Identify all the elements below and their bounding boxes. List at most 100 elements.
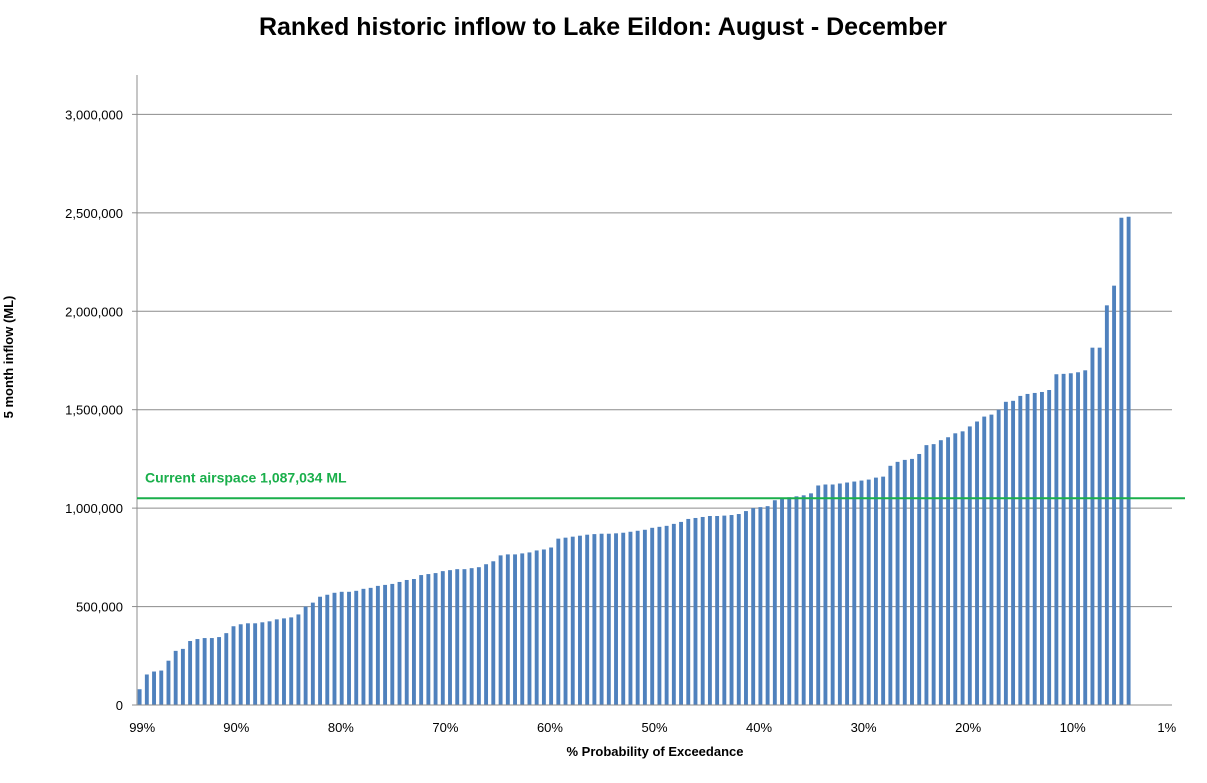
- bar: [1032, 392, 1037, 705]
- bar: [801, 495, 806, 705]
- y-tick-label: 3,000,000: [65, 107, 123, 122]
- bar: [462, 569, 467, 705]
- bar: [578, 535, 582, 705]
- bar: [1097, 347, 1102, 705]
- bar: [1083, 370, 1088, 705]
- bar: [390, 583, 395, 705]
- y-tick-label: 500,000: [76, 600, 123, 615]
- bar: [361, 588, 366, 705]
- bar: [989, 414, 994, 705]
- x-tick-label: 80%: [328, 720, 354, 735]
- bar: [404, 579, 409, 705]
- bar: [1076, 372, 1080, 705]
- bar: [902, 459, 907, 705]
- bar: [411, 579, 416, 705]
- bar: [787, 497, 792, 705]
- bar: [866, 479, 871, 705]
- x-tick-label: 40%: [746, 720, 772, 735]
- bar: [1068, 373, 1073, 705]
- bar: [650, 527, 655, 705]
- bar: [180, 648, 185, 705]
- bar: [476, 567, 481, 705]
- bar: [751, 508, 756, 706]
- bar: [433, 573, 438, 705]
- y-axis-title: 5 month inflow (ML): [1, 296, 16, 419]
- bar: [549, 547, 554, 705]
- bar: [563, 537, 568, 705]
- bar: [758, 507, 763, 705]
- bar: [166, 660, 171, 705]
- bar: [823, 484, 828, 705]
- x-tick-label: 1%: [1157, 720, 1176, 735]
- bar: [253, 623, 258, 705]
- bar: [1018, 395, 1023, 705]
- bar: [599, 533, 604, 705]
- x-tick-label: 99%: [129, 720, 155, 735]
- x-tick-label: 60%: [537, 720, 563, 735]
- x-tick-label: 70%: [432, 720, 458, 735]
- bar: [895, 461, 900, 705]
- bar: [931, 444, 936, 705]
- bar: [505, 554, 510, 705]
- x-tick-label: 20%: [955, 720, 981, 735]
- bar: [469, 568, 474, 705]
- bar: [296, 614, 301, 705]
- bar: [859, 480, 864, 705]
- bar: [845, 482, 850, 705]
- bar: [592, 534, 597, 705]
- bar: [1112, 285, 1117, 705]
- bar: [852, 481, 857, 705]
- reference-line-group: Current airspace 1,087,034 ML: [137, 469, 1185, 500]
- bar: [217, 637, 222, 705]
- bar: [332, 592, 337, 705]
- x-axis-title: % Probability of Exceedance: [566, 744, 743, 759]
- bar: [744, 511, 748, 705]
- bar: [975, 421, 979, 705]
- bar: [282, 618, 286, 706]
- bar: [606, 533, 611, 705]
- bar: [621, 532, 626, 705]
- bar: [556, 538, 561, 705]
- bar: [520, 553, 525, 705]
- bar: [325, 594, 330, 705]
- bar: [693, 517, 698, 705]
- bar: [938, 440, 943, 705]
- axes: 0 500,000 1,000,000 1,500,000 2,000,000 2,500…: [65, 75, 1177, 735]
- bar: [780, 498, 784, 705]
- bar: [347, 591, 351, 705]
- bar: [1003, 401, 1008, 705]
- bar: [960, 431, 965, 705]
- chart-title: Ranked historic inflow to Lake Eildon: A…: [259, 13, 947, 41]
- bar: [996, 409, 1001, 705]
- bar: [715, 516, 720, 705]
- bar: [946, 437, 951, 705]
- bar: [888, 465, 893, 705]
- bar: [260, 622, 265, 705]
- bar: [924, 445, 929, 706]
- bar: [1126, 216, 1131, 705]
- y-tick-label: 2,000,000: [65, 304, 123, 319]
- bar: [628, 531, 633, 705]
- bar: [303, 606, 308, 705]
- bar: [354, 590, 359, 705]
- bar: [953, 433, 958, 705]
- bar: [419, 575, 424, 705]
- bar: [1119, 217, 1124, 706]
- bar: [498, 555, 503, 706]
- reference-line-label: Current airspace 1,087,034 ML: [145, 469, 347, 485]
- gridlines: [137, 113, 1172, 608]
- bar: [339, 591, 344, 705]
- bar: [440, 571, 445, 706]
- bar: [679, 521, 683, 705]
- bar: [614, 533, 618, 705]
- bar: [224, 633, 229, 705]
- bar: [837, 483, 842, 705]
- bar: [144, 674, 149, 705]
- bar: [765, 506, 770, 705]
- bar: [455, 569, 460, 705]
- bar: [729, 515, 734, 705]
- bar: [1011, 400, 1016, 705]
- bar: [664, 525, 669, 705]
